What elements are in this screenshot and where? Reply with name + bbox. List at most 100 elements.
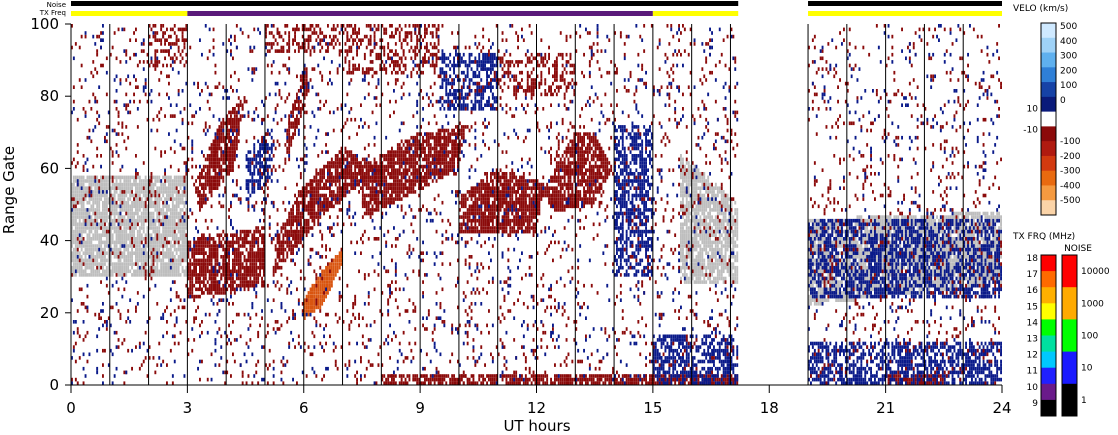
scatter-cell: [129, 237, 132, 241]
scatter-cell: [680, 157, 682, 162]
scatter-cell: [92, 226, 95, 230]
scatter-cell: [241, 237, 244, 241]
scatter-cell: [280, 244, 283, 248]
scatter-cell: [910, 247, 913, 252]
scatter-cell: [185, 190, 188, 194]
scatter-cell: [918, 247, 921, 252]
scatter-cell: [162, 247, 165, 252]
scatter-cell: [296, 233, 298, 237]
scatter-cell: [210, 143, 213, 147]
scatter-cell: [949, 280, 952, 284]
scatter-cell: [98, 251, 101, 255]
scatter-cell: [228, 121, 230, 126]
scatter-cell: [716, 193, 719, 198]
scatter-cell: [936, 226, 938, 230]
scatter-cell: [817, 287, 820, 292]
scatter-cell: [115, 208, 118, 212]
scatter-cell: [301, 200, 304, 205]
scatter-cell: [119, 233, 122, 237]
scatter-cell: [808, 294, 810, 299]
scatter-cell: [104, 218, 106, 223]
scatter-cell: [984, 240, 987, 245]
scatter-cell: [687, 237, 690, 241]
scatter-cell: [214, 262, 217, 266]
scatter-cell: [136, 229, 139, 234]
scatter-cell: [932, 265, 935, 270]
scatter-cell: [288, 240, 291, 245]
scatter-cell: [233, 157, 236, 162]
scatter-cell: [123, 179, 126, 183]
scatter-cell: [839, 226, 841, 230]
scatter-cell: [835, 255, 838, 259]
scatter-cell: [903, 229, 905, 234]
scatter-cell: [811, 273, 814, 277]
scatter-cell: [716, 229, 719, 234]
scatter-cell: [86, 247, 89, 252]
scatter-cell: [918, 244, 921, 248]
scatter-cell: [117, 218, 120, 223]
scatter-cell: [680, 172, 682, 176]
scatter-cell: [191, 262, 194, 266]
scatter-cell: [257, 273, 260, 277]
scatter-cell: [232, 276, 234, 281]
scatter-cell: [175, 237, 178, 241]
scatter-cell: [123, 200, 126, 205]
scatter-cell: [249, 280, 252, 284]
scatter-cell: [821, 298, 824, 302]
scatter-cell: [133, 193, 135, 198]
scatter-cell: [100, 211, 102, 216]
scatter-cell: [907, 265, 909, 270]
scatter-cell: [90, 265, 93, 270]
scatter-cell: [928, 218, 931, 223]
scatter-cell: [237, 265, 240, 270]
scatter-cell: [701, 233, 704, 237]
scatter-cell: [720, 222, 723, 227]
scatter-cell: [228, 283, 230, 288]
scatter-cell: [105, 237, 108, 241]
scatter-cell: [687, 211, 690, 216]
scatter-cell: [230, 233, 232, 237]
scatter-cell: [115, 211, 118, 216]
scatter-cell: [701, 182, 704, 187]
scatter-cell: [680, 226, 682, 230]
scatter-cell: [951, 262, 954, 266]
scatter-cell: [86, 244, 89, 248]
scatter-cell: [125, 226, 128, 230]
scatter-cell: [133, 233, 135, 237]
scatter-cell: [208, 164, 211, 169]
scatter-cell: [222, 121, 225, 126]
scatter-cell: [131, 273, 133, 277]
scatter-cell: [224, 247, 227, 252]
scatter-cell: [162, 182, 165, 187]
scatter-cell: [720, 193, 723, 198]
scatter-cell: [718, 211, 721, 216]
scatter-cell: [245, 280, 248, 284]
scatter-cell: [249, 258, 252, 263]
scatter-cell: [138, 200, 141, 205]
scatter-cell: [697, 168, 700, 172]
scatter-cell: [689, 229, 692, 234]
scatter-cell: [877, 226, 880, 230]
scatter-cell: [307, 229, 310, 234]
scatter-cell: [210, 237, 213, 241]
scatter-cell: [210, 269, 213, 274]
scatter-cell: [100, 244, 102, 248]
scatter-cell: [808, 218, 810, 223]
scatter-cell: [819, 222, 822, 227]
scatter-cell: [135, 255, 137, 259]
scatter-cell: [720, 269, 723, 274]
scatter-cell: [914, 273, 917, 277]
scatter-cell: [707, 240, 710, 245]
scatter-cell: [305, 222, 308, 227]
scatter-cell: [971, 269, 973, 274]
scatter-cell: [877, 218, 880, 223]
scatter-cell: [230, 157, 232, 162]
scatter-cell: [726, 208, 729, 212]
scatter-cell: [263, 280, 265, 284]
scatter-cell: [691, 190, 694, 194]
scatter-cell: [74, 247, 77, 252]
scatter-cell: [187, 265, 190, 270]
scatter-cell: [187, 240, 190, 245]
scatter-cell: [718, 251, 721, 255]
scatter-cell: [142, 182, 145, 187]
